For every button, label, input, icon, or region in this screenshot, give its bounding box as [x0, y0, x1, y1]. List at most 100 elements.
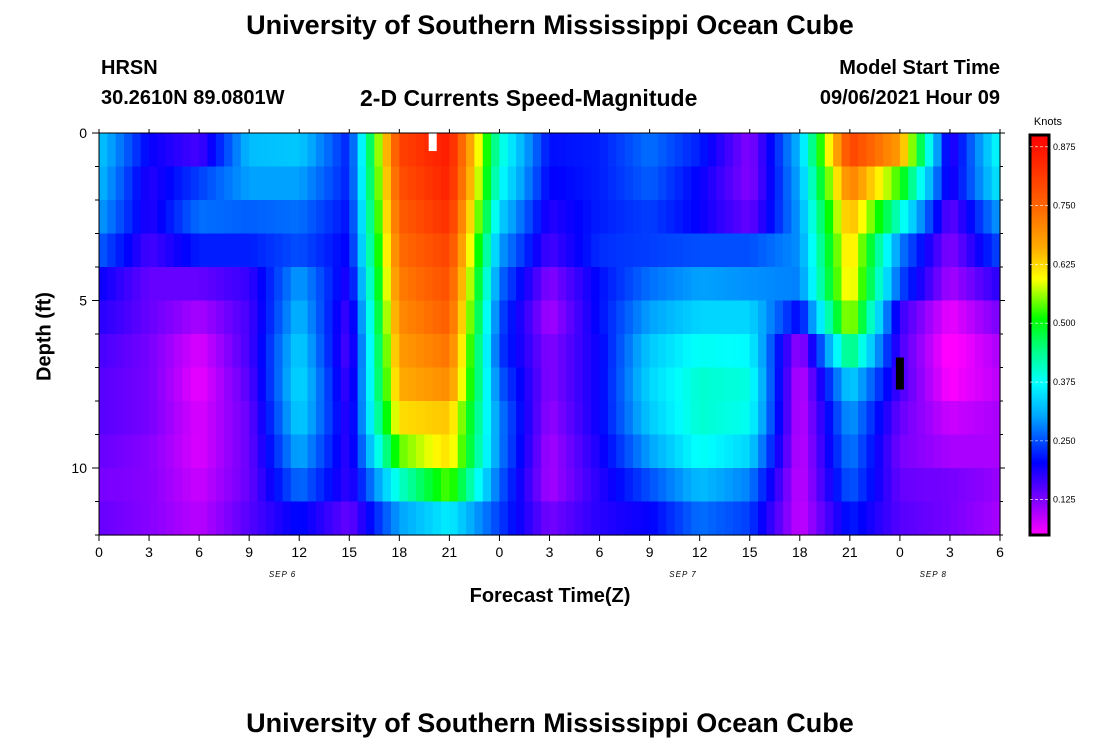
heatmap-cell	[257, 401, 267, 436]
heatmap-cell	[741, 468, 751, 503]
heatmap-cell	[399, 367, 409, 402]
heatmap-cell	[833, 133, 843, 168]
heatmap-cell	[616, 200, 626, 235]
heatmap-cell	[799, 233, 809, 268]
heatmap-cell	[349, 468, 359, 503]
heatmap-cell	[207, 468, 217, 503]
heatmap-cell	[332, 267, 342, 302]
heatmap-cell	[899, 501, 909, 536]
heatmap-cell	[466, 267, 476, 302]
heatmap-cell	[582, 200, 592, 235]
heatmap-cell	[424, 501, 434, 536]
heatmap-cell	[157, 468, 167, 503]
heatmap-cell	[424, 300, 434, 335]
heatmap-cell	[716, 133, 726, 168]
heatmap-cell	[674, 468, 684, 503]
heatmap-cell	[624, 200, 634, 235]
heatmap-cell	[983, 166, 993, 201]
heatmap-cell	[708, 267, 717, 302]
heatmap-cell	[407, 434, 417, 469]
heatmap-cell	[557, 267, 567, 302]
heatmap-cell	[557, 434, 567, 469]
heatmap-cell	[657, 401, 667, 436]
heatmap-cell	[724, 468, 734, 503]
model-start-time: 09/06/2021 Hour 09	[819, 87, 1000, 109]
heatmap-cell	[749, 367, 759, 402]
heatmap-cell	[516, 233, 526, 268]
heatmap-cell	[491, 501, 501, 536]
heatmap-cell	[632, 233, 642, 268]
heatmap-cell	[215, 334, 225, 369]
heatmap-cell	[457, 401, 467, 436]
heatmap-cell	[933, 133, 943, 168]
heatmap-cell	[657, 300, 667, 335]
heatmap-cell	[791, 401, 801, 436]
heatmap-cell	[399, 200, 409, 235]
heatmap-cell	[365, 233, 375, 268]
heatmap-cell	[507, 434, 517, 469]
heatmap-cell	[724, 166, 734, 201]
heatmap-cell	[566, 166, 576, 201]
heatmap-cell	[641, 300, 651, 335]
heatmap-cell	[549, 133, 559, 168]
heatmap-cell	[374, 434, 384, 469]
heatmap-cell	[908, 334, 918, 369]
heatmap-cell	[641, 501, 651, 536]
x-tick-label: 15	[341, 544, 357, 560]
heatmap-cell	[482, 468, 492, 503]
heatmap-cell	[499, 334, 509, 369]
data-marker	[428, 133, 437, 152]
heatmap-cell	[224, 434, 234, 469]
heatmap-cell	[582, 233, 592, 268]
heatmap-cell	[232, 334, 242, 369]
heatmap-cell	[699, 434, 709, 469]
heatmap-cell	[949, 233, 959, 268]
heatmap-cell	[799, 166, 809, 201]
heatmap-cell	[599, 367, 609, 402]
heatmap-cell	[741, 401, 751, 436]
heatmap-cell	[824, 434, 834, 469]
heatmap-cell	[140, 300, 150, 335]
heatmap-cell	[99, 401, 108, 436]
heatmap-cell	[399, 434, 409, 469]
heatmap-cell	[783, 133, 793, 168]
heatmap-cell	[257, 166, 267, 201]
heatmap-cell	[407, 267, 417, 302]
heatmap-cell	[632, 468, 642, 503]
heatmap-cell	[299, 267, 309, 302]
x-tick-label: 6	[596, 544, 604, 560]
heatmap-cell	[674, 267, 684, 302]
heatmap-cell	[165, 200, 175, 235]
heatmap-cell	[265, 468, 275, 503]
heatmap-cell	[682, 334, 692, 369]
heatmap-cell	[265, 434, 275, 469]
heatmap-cell	[174, 334, 184, 369]
heatmap-cell	[207, 401, 217, 436]
heatmap-cell	[883, 233, 893, 268]
heatmap-cell	[933, 233, 943, 268]
heatmap-cell	[207, 233, 217, 268]
heatmap-cell	[449, 133, 459, 168]
heatmap-cell	[207, 501, 217, 536]
heatmap-cell	[390, 267, 400, 302]
heatmap-cell	[808, 233, 818, 268]
heatmap-cell	[324, 367, 334, 402]
heatmap-cell	[215, 166, 225, 201]
heatmap-cell	[958, 166, 968, 201]
heatmap-cell	[132, 434, 142, 469]
heatmap-cell	[824, 334, 834, 369]
heatmap-cell	[941, 367, 951, 402]
y-tick-label: 10	[71, 460, 87, 476]
heatmap-cell	[933, 367, 943, 402]
heatmap-cell	[657, 166, 667, 201]
heatmap-cell	[215, 233, 225, 268]
heatmap-cell	[549, 501, 559, 536]
heatmap-cell	[441, 468, 450, 503]
heatmap-cell	[332, 200, 342, 235]
heatmap-cell	[591, 166, 601, 201]
heatmap-cell	[432, 468, 442, 503]
heatmap-cell	[315, 166, 325, 201]
heatmap-cell	[240, 501, 250, 536]
heatmap-cell	[140, 233, 150, 268]
heatmap-cell	[474, 166, 484, 201]
